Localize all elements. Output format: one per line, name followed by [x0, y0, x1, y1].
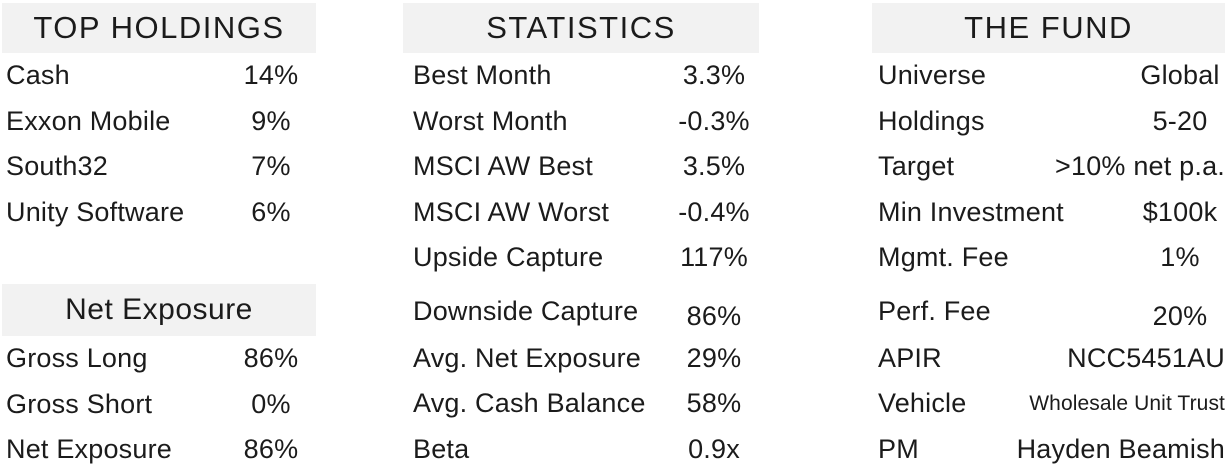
table-row: Gross Long 86%	[2, 336, 316, 382]
table-row: Net Exposure 86%	[2, 427, 316, 472]
table-row: Min Investment $100k	[872, 190, 1225, 236]
table-row: Perf. Fee 20%	[872, 288, 1225, 336]
net-exposure-header: Net Exposure	[2, 284, 316, 336]
table-row: Vehicle Wholesale Unit Trust	[872, 381, 1225, 427]
row-value: Wholesale Unit Trust	[1029, 391, 1225, 415]
table-row: Beta 0.9x	[403, 427, 759, 472]
table-row: Avg. Cash Balance 58%	[403, 381, 759, 427]
row-label: Exxon Mobile	[6, 105, 171, 136]
row-value: 20%	[1152, 301, 1208, 331]
row-value: $100k	[1142, 196, 1218, 227]
section-title: THE FUND	[964, 10, 1133, 45]
row-label: South32	[6, 151, 108, 182]
row-value: 14%	[243, 60, 299, 91]
table-row: Cash 14%	[2, 53, 316, 99]
table-row: Mgmt. Fee 1%	[872, 235, 1225, 281]
subsection-title: Net Exposure	[65, 293, 253, 326]
table-row: Upside Capture 117%	[403, 235, 759, 281]
top-holdings-section: TOP HOLDINGS Cash 14% Exxon Mobile 9% So…	[2, 0, 316, 472]
row-value: 5-20	[1152, 105, 1208, 136]
statistics-header: STATISTICS	[403, 3, 759, 53]
row-value: 9%	[251, 105, 291, 136]
table-row: Worst Month -0.3%	[403, 99, 759, 145]
row-label: Min Investment	[878, 196, 1064, 227]
row-label: Net Exposure	[6, 434, 172, 465]
table-row: Avg. Net Exposure 29%	[403, 336, 759, 382]
row-label: Mgmt. Fee	[878, 242, 1009, 273]
table-row: Target >10% net p.a.	[872, 144, 1225, 190]
table-row: MSCI AW Worst -0.4%	[403, 190, 759, 236]
row-value: >10% net p.a.	[1055, 151, 1225, 182]
row-value: Hayden Beamish	[1016, 433, 1225, 464]
table-row: Best Month 3.3%	[403, 53, 759, 99]
the-fund-section: THE FUND Universe Global Holdings 5-20 T…	[872, 0, 1225, 472]
row-value: 29%	[686, 342, 742, 373]
row-value: 3.5%	[682, 151, 746, 182]
row-value: 1%	[1160, 242, 1200, 273]
row-label: Unity Software	[6, 196, 185, 227]
row-value: NCC5451AU	[1067, 342, 1225, 373]
top-holdings-header: TOP HOLDINGS	[2, 3, 316, 53]
row-label: MSCI AW Worst	[413, 196, 610, 227]
table-row: Unity Software 6%	[2, 190, 316, 236]
row-label: Upside Capture	[413, 242, 604, 273]
row-label: Holdings	[878, 105, 985, 136]
statistics-section: STATISTICS Best Month 3.3% Worst Month -…	[403, 0, 759, 472]
row-label: MSCI AW Best	[413, 151, 593, 182]
row-label: Avg. Net Exposure	[413, 342, 642, 373]
row-label: PM	[878, 433, 919, 464]
table-row: Universe Global	[872, 53, 1225, 99]
row-label: Vehicle	[878, 388, 967, 419]
the-fund-header: THE FUND	[872, 3, 1225, 53]
row-label: Best Month	[413, 60, 552, 91]
row-value: 86%	[243, 343, 299, 374]
table-row: APIR NCC5451AU	[872, 336, 1225, 382]
table-row: Holdings 5-20	[872, 99, 1225, 145]
row-value: 3.3%	[682, 60, 746, 91]
row-value: 6%	[251, 196, 291, 227]
table-row: PM Hayden Beamish	[872, 427, 1225, 472]
row-value: 58%	[686, 388, 742, 419]
row-label: Gross Long	[6, 343, 148, 374]
table-row: South32 7%	[2, 144, 316, 190]
row-label: APIR	[878, 342, 942, 373]
row-label: Cash	[6, 60, 70, 91]
row-value: Global	[1140, 60, 1220, 91]
row-value: 7%	[251, 151, 291, 182]
row-value: -0.4%	[678, 196, 750, 227]
table-row: Exxon Mobile 9%	[2, 99, 316, 145]
row-label: Beta	[413, 433, 470, 464]
section-title: STATISTICS	[486, 10, 676, 45]
row-label: Downside Capture	[413, 296, 639, 326]
row-label: Avg. Cash Balance	[413, 388, 646, 419]
table-row: Gross Short 0%	[2, 382, 316, 428]
row-label: Perf. Fee	[878, 296, 991, 326]
row-value: 86%	[243, 434, 299, 465]
row-label: Worst Month	[413, 105, 568, 136]
row-label: Target	[878, 151, 955, 182]
table-row: MSCI AW Best 3.5%	[403, 144, 759, 190]
table-row: Downside Capture 86%	[403, 288, 759, 336]
row-value: 86%	[686, 301, 742, 331]
section-title: TOP HOLDINGS	[33, 10, 285, 45]
row-value: 0%	[251, 388, 291, 419]
row-label: Universe	[878, 60, 987, 91]
row-value: 117%	[680, 242, 748, 273]
row-value: -0.3%	[678, 105, 750, 136]
row-value: 0.9x	[688, 433, 740, 464]
row-label: Gross Short	[6, 388, 153, 419]
